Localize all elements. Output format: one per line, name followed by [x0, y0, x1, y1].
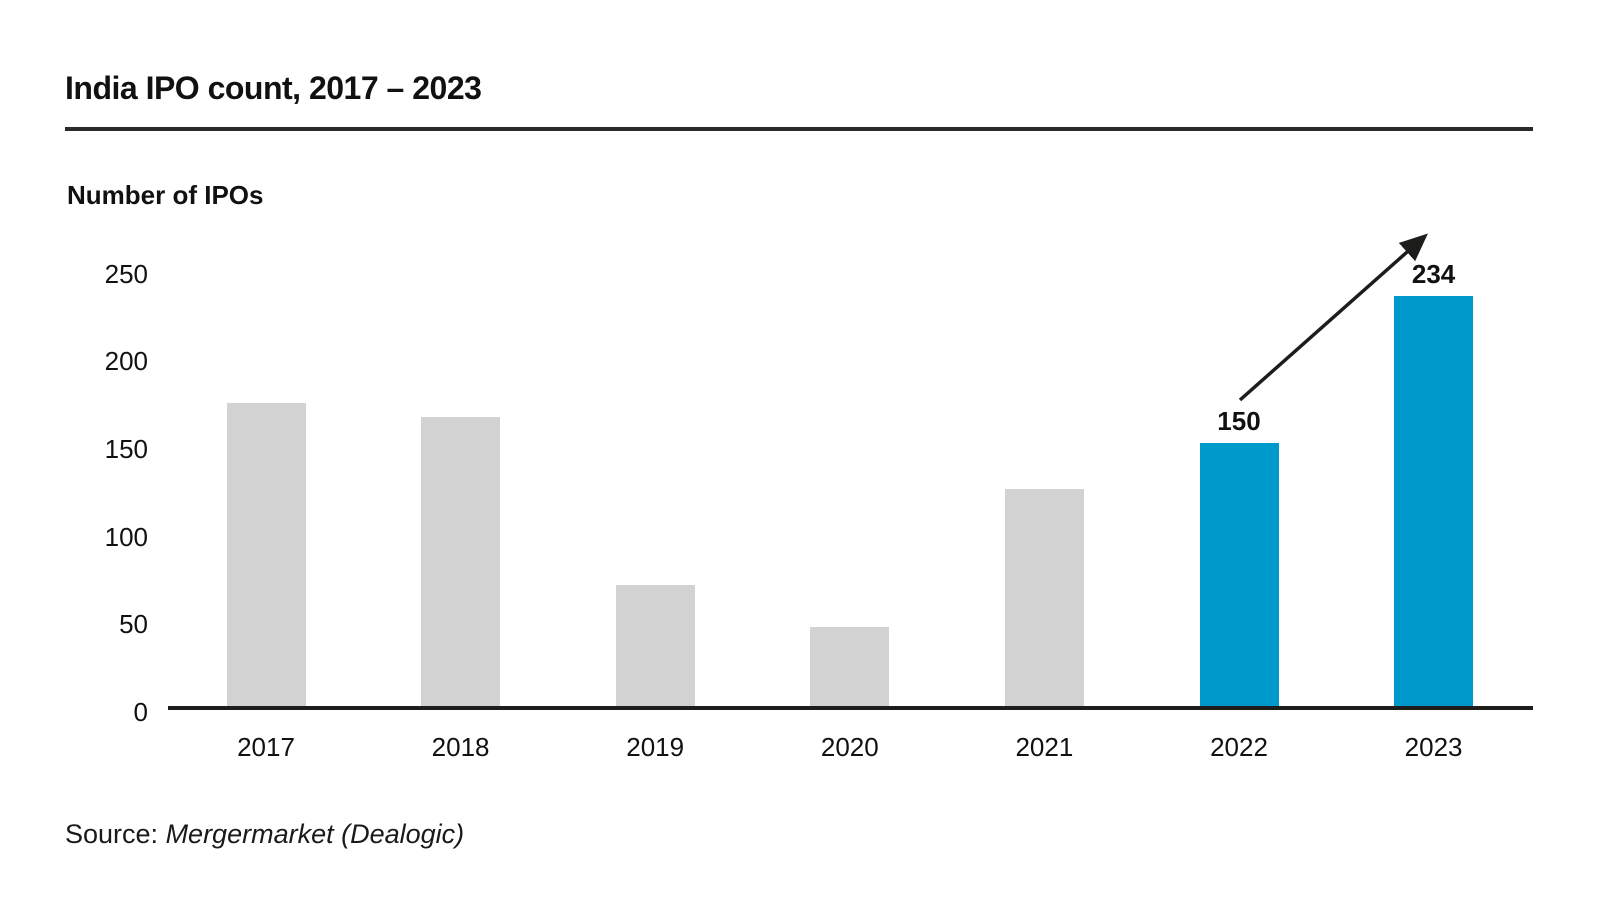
x-tick-2023: 2023 — [1404, 732, 1463, 762]
growth-arrow-icon — [1238, 233, 1428, 402]
y-tick-50: 50 — [119, 609, 148, 640]
chart-title: India IPO count, 2017 – 2023 — [65, 70, 482, 106]
x-tick-2018: 2018 — [431, 732, 490, 762]
bar-2022 — [1199, 442, 1279, 706]
x-tick-2020: 2020 — [820, 732, 879, 762]
bar-2019 — [615, 584, 695, 706]
bar-2018 — [421, 416, 501, 706]
y-tick-250: 250 — [104, 258, 148, 289]
bar-2021 — [1004, 488, 1084, 706]
x-axis-line — [168, 706, 1533, 710]
value-label-2022: 150 — [1217, 405, 1261, 436]
y-axis-title: Number of IPOs — [67, 180, 264, 210]
y-tick-200: 200 — [104, 346, 148, 377]
x-tick-2017: 2017 — [237, 732, 295, 762]
value-label-2023: 234 — [1411, 258, 1456, 289]
source-prefix: Source: — [65, 819, 166, 849]
y-tick-0: 0 — [133, 697, 148, 727]
x-tick-2021: 2021 — [1015, 732, 1074, 762]
bar-2020 — [810, 627, 890, 706]
y-tick-150: 150 — [104, 433, 148, 464]
x-tick-2019: 2019 — [626, 732, 685, 762]
x-tick-2022: 2022 — [1210, 732, 1268, 762]
source-name: Mergermarket (Dealogic) — [165, 819, 465, 849]
bar-2023 — [1394, 295, 1474, 706]
source-line: Source: Mergermarket (Dealogic) — [65, 818, 464, 850]
title-rule — [65, 127, 1533, 131]
bar-2017 — [226, 402, 306, 706]
y-tick-100: 100 — [104, 521, 148, 552]
